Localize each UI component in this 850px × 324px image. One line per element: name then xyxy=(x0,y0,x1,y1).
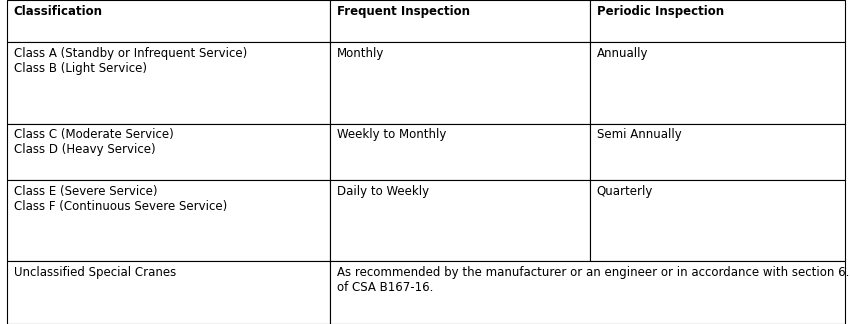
Bar xyxy=(330,123,590,180)
Text: Class A (Standby or Infrequent Service)
Class B (Light Service): Class A (Standby or Infrequent Service) … xyxy=(14,47,246,75)
Bar xyxy=(330,42,590,123)
Text: As recommended by the manufacturer or an engineer or in accordance with section : As recommended by the manufacturer or an… xyxy=(337,266,850,294)
Bar xyxy=(7,42,330,123)
Text: Daily to Weekly: Daily to Weekly xyxy=(337,185,428,198)
Text: Class E (Severe Service)
Class F (Continuous Severe Service): Class E (Severe Service) Class F (Contin… xyxy=(14,185,227,213)
Bar xyxy=(590,0,845,42)
Text: Weekly to Monthly: Weekly to Monthly xyxy=(337,128,446,142)
Bar xyxy=(590,123,845,180)
Text: Class C (Moderate Service)
Class D (Heavy Service): Class C (Moderate Service) Class D (Heav… xyxy=(14,128,173,156)
Bar xyxy=(590,180,845,261)
Bar xyxy=(7,123,330,180)
Text: Monthly: Monthly xyxy=(337,47,384,60)
Bar xyxy=(330,261,845,324)
Bar xyxy=(590,42,845,123)
Text: Quarterly: Quarterly xyxy=(597,185,653,198)
Text: Frequent Inspection: Frequent Inspection xyxy=(337,5,469,18)
Bar xyxy=(7,180,330,261)
Text: Classification: Classification xyxy=(14,5,103,18)
Text: Annually: Annually xyxy=(597,47,649,60)
Bar xyxy=(7,261,330,324)
Text: Unclassified Special Cranes: Unclassified Special Cranes xyxy=(14,266,176,279)
Bar xyxy=(7,0,330,42)
Bar xyxy=(330,0,590,42)
Text: Semi Annually: Semi Annually xyxy=(597,128,682,142)
Text: Periodic Inspection: Periodic Inspection xyxy=(597,5,724,18)
Bar xyxy=(330,180,590,261)
